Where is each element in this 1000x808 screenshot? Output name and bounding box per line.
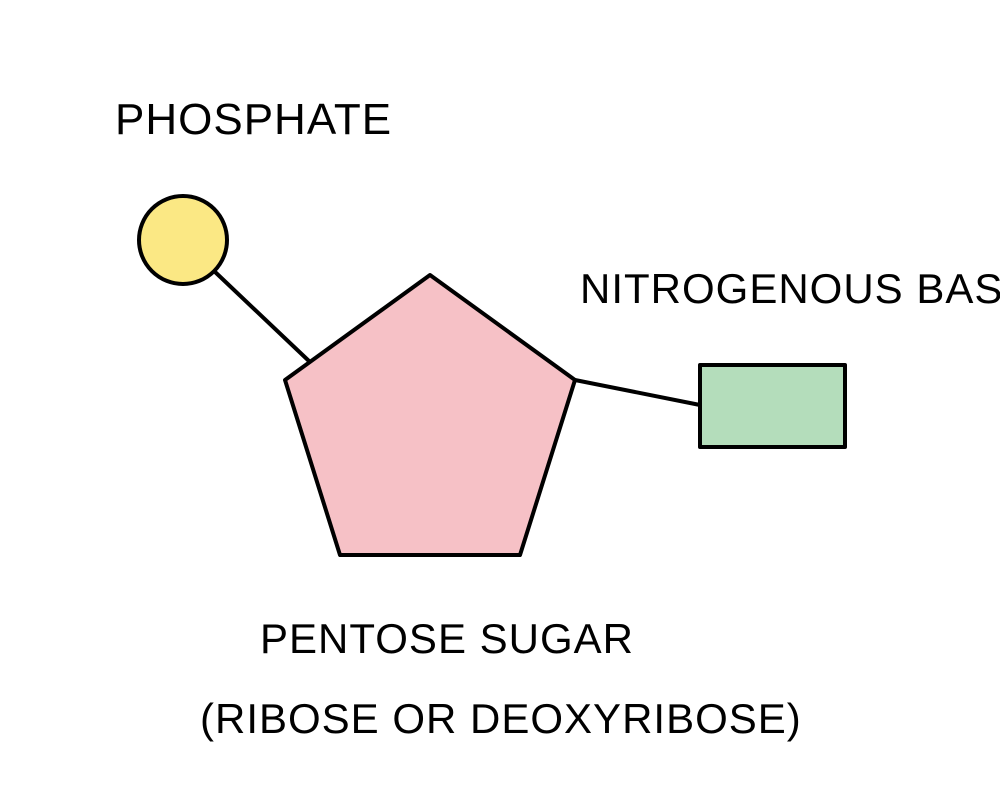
phosphate-label: PHOSPHATE <box>115 95 392 145</box>
nitrogenous-base-label: NITROGENOUS BASE <box>580 265 1000 313</box>
pentose-sugar-label-2: (RIBOSE OR DEOXYRIBOSE) <box>200 695 802 743</box>
phosphate-shape <box>139 196 227 284</box>
bond-sugar-base <box>575 380 700 405</box>
pentose-sugar-shape <box>285 275 575 555</box>
nitrogenous-base-shape <box>700 365 845 447</box>
bond-phosphate-sugar <box>213 270 310 362</box>
pentose-sugar-label-1: PENTOSE SUGAR <box>260 615 634 663</box>
